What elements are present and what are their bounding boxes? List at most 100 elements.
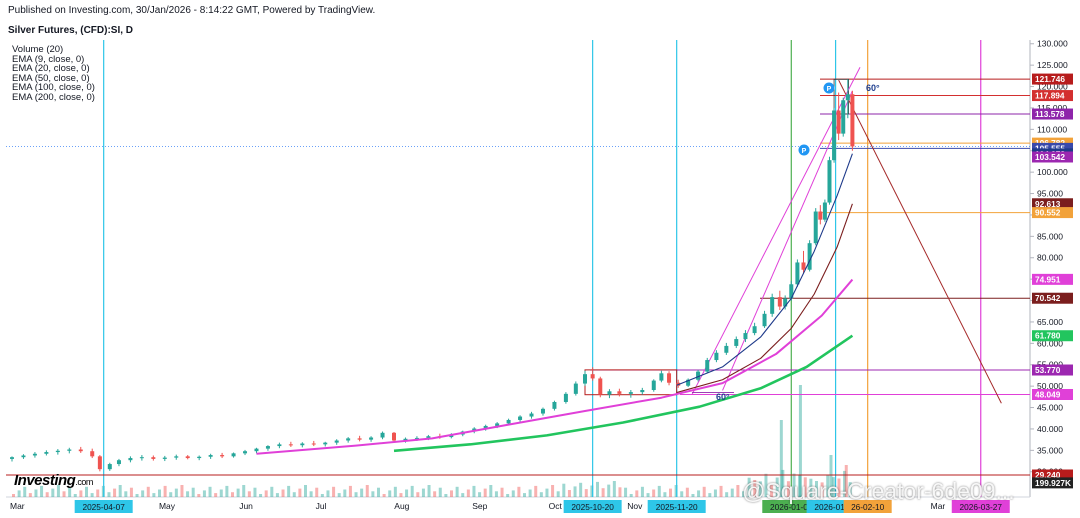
date-marker-box <box>647 500 706 513</box>
date-marker-box <box>951 500 1010 513</box>
y-tick-label: 45.000 <box>1037 403 1063 413</box>
volume-bar <box>779 420 783 497</box>
volume-bar <box>427 485 431 497</box>
volume-bar <box>494 491 498 497</box>
volume-bar <box>377 487 381 497</box>
y-tick-label: 35.000 <box>1037 445 1063 455</box>
date-marker-label: 2025-10-20 <box>571 502 614 512</box>
volume-bar <box>528 489 532 497</box>
legend-ema-200[interactable]: EMA (200, close, 0) <box>12 91 95 103</box>
volume-bar <box>607 484 611 497</box>
volume-bar <box>629 494 633 497</box>
volume-bar <box>736 485 740 497</box>
indicator-legend: Volume (20) EMA (9, close, 0) EMA (20, c… <box>12 45 95 103</box>
candle-body <box>220 455 225 457</box>
candle-body <box>403 438 408 441</box>
volume-bar <box>697 490 701 497</box>
volume-bar <box>719 485 723 497</box>
volume-bar <box>309 491 313 497</box>
price-label-text: 113.578 <box>1035 109 1065 119</box>
volume-bar <box>275 493 279 497</box>
watermark-text: @Square-Creator-6de09... <box>742 478 1015 504</box>
volume-bar <box>371 491 375 497</box>
volume-bar <box>652 489 656 497</box>
price-label-text: 74.951 <box>1035 274 1061 284</box>
candle-body <box>777 297 782 307</box>
volume-bar <box>202 490 206 497</box>
volume-bar <box>365 485 369 497</box>
candle-body <box>97 456 102 470</box>
volume-bar <box>360 488 364 497</box>
candle-body <box>300 443 305 446</box>
y-tick-label: 85.000 <box>1037 231 1063 241</box>
volume-bar <box>180 485 184 497</box>
volume-bar <box>539 492 543 497</box>
trend-line <box>722 90 853 391</box>
ema-line <box>393 334 854 453</box>
volume-bar <box>646 493 650 497</box>
volume-bar <box>343 489 347 497</box>
legend-ema-100[interactable]: EMA (100, close, 0) <box>12 82 95 94</box>
y-tick-label: 60.000 <box>1037 338 1063 348</box>
candle-body <box>563 393 568 402</box>
volume-bar <box>781 469 785 497</box>
date-marker-label: 2026-01-06 <box>770 502 813 512</box>
volume-bar <box>562 483 566 497</box>
candle-body <box>21 455 26 458</box>
candle-body <box>277 444 282 447</box>
volume-bar <box>596 481 600 497</box>
volume-bar <box>829 455 833 497</box>
candle-body <box>813 211 818 244</box>
candle-body <box>583 374 587 384</box>
volume-bar <box>584 489 588 497</box>
symbol-title: Silver Futures, (CFD):SI, D <box>8 25 134 36</box>
candle-body <box>714 352 719 361</box>
candle-body <box>529 413 534 417</box>
volume-bar <box>725 492 729 497</box>
price-label-text: 29.240 <box>1035 470 1061 480</box>
candle-body <box>640 389 645 393</box>
volume-bar <box>511 490 515 497</box>
date-marker-box <box>74 500 133 513</box>
volume-bar <box>354 492 358 497</box>
candle-body <box>659 373 664 381</box>
volume-bar <box>242 485 246 497</box>
legend-ema-9[interactable]: EMA (9, close, 0) <box>12 53 85 65</box>
legend-volume[interactable]: Volume (20) <box>12 44 64 55</box>
x-axis-label: Sep <box>472 501 487 511</box>
candle-body <box>426 436 431 438</box>
legend-ema-50[interactable]: EMA (50, close, 0) <box>12 72 90 84</box>
ema-line <box>256 278 854 455</box>
volume-bar <box>62 491 66 497</box>
price-label-text: 70.542 <box>1035 293 1061 303</box>
candle-body <box>67 449 72 451</box>
candle-body <box>254 448 259 452</box>
volume-bar <box>348 485 352 497</box>
candle-body <box>724 345 729 353</box>
volume-bar <box>90 493 94 497</box>
volume-bar <box>489 485 493 497</box>
candle-body <box>552 401 557 409</box>
volume-bar <box>680 491 684 497</box>
volume-bar <box>820 482 824 497</box>
candle-body <box>667 373 672 383</box>
candle-body <box>540 408 545 414</box>
y-tick-label: 125.000 <box>1037 60 1068 70</box>
volume-bar <box>85 486 89 497</box>
volume-bars <box>12 385 852 497</box>
volume-bar <box>118 485 122 497</box>
volume-bar <box>416 492 420 497</box>
volume-bar <box>40 485 44 497</box>
volume-bar <box>332 486 336 497</box>
candle-body <box>696 371 701 380</box>
volume-bar <box>421 488 425 497</box>
volume-bar <box>79 490 83 497</box>
volume-bar <box>292 492 296 497</box>
candle-body <box>323 442 328 445</box>
legend-ema-20[interactable]: EMA (20, close, 0) <box>12 63 90 75</box>
candle-body <box>151 457 156 459</box>
volume-bar <box>68 487 72 497</box>
candle-body <box>357 438 362 440</box>
y-tick-label: 65.000 <box>1037 317 1063 327</box>
